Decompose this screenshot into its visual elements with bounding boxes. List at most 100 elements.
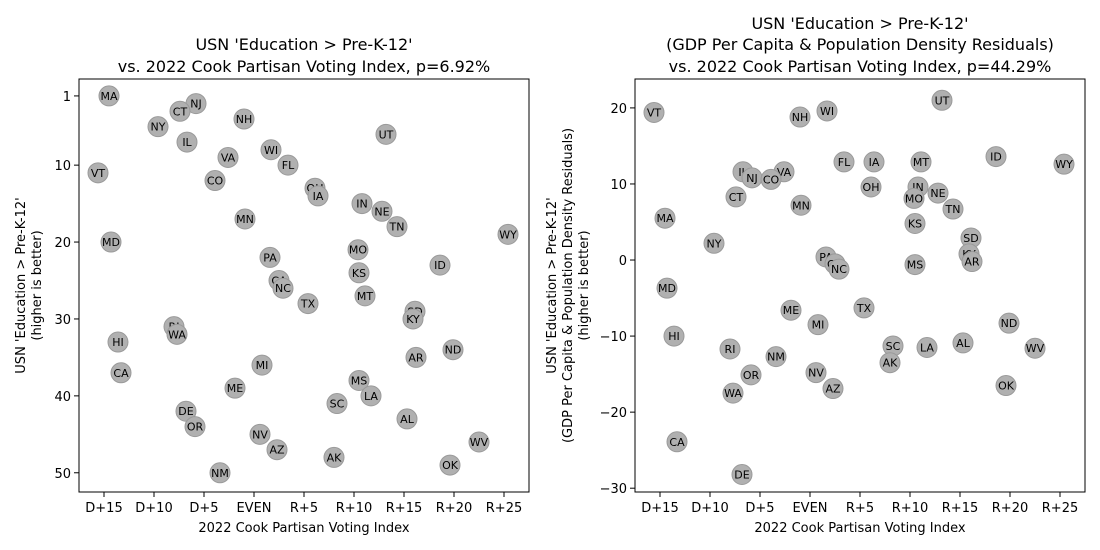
data-point-marker bbox=[666, 431, 688, 453]
data-point-label: NC bbox=[831, 263, 847, 276]
x-tick-label: D+5 bbox=[745, 501, 774, 516]
y-tick-label: 20 bbox=[54, 236, 71, 251]
data-point-label: CO bbox=[207, 175, 224, 188]
data-point-label: MO bbox=[905, 192, 923, 205]
data-point-marker bbox=[952, 332, 974, 354]
data-point-label: NH bbox=[792, 111, 809, 124]
data-point-marker bbox=[904, 254, 926, 276]
data-point-marker bbox=[371, 200, 393, 222]
data-point: ID bbox=[429, 254, 451, 276]
data-point: IN bbox=[351, 193, 373, 215]
data-point-label: MD bbox=[658, 282, 676, 295]
data-point: MS bbox=[904, 254, 926, 276]
data-point-marker bbox=[995, 375, 1017, 397]
y-axis-label: (higher is better) bbox=[30, 230, 45, 340]
data-point-marker bbox=[985, 146, 1007, 168]
data-point-label: MN bbox=[792, 199, 810, 212]
data-point-marker bbox=[348, 262, 370, 284]
data-point-marker bbox=[375, 123, 397, 145]
data-point-marker bbox=[961, 251, 983, 273]
data-point: SC bbox=[882, 335, 904, 357]
data-point: DE bbox=[731, 464, 753, 486]
data-point-marker bbox=[107, 331, 129, 353]
data-point: NC bbox=[828, 258, 850, 280]
data-point-label: WI bbox=[264, 144, 278, 157]
data-point-label: OR bbox=[187, 421, 204, 434]
data-point-label: ND bbox=[1001, 317, 1018, 330]
data-point-label: IL bbox=[182, 136, 192, 149]
data-point-label: TX bbox=[300, 298, 316, 311]
data-point-label: NC bbox=[275, 282, 291, 295]
data-point-marker bbox=[100, 231, 122, 253]
data-point-label: LA bbox=[364, 390, 378, 403]
data-point-label: FL bbox=[282, 159, 295, 172]
data-point-label: NE bbox=[374, 205, 389, 218]
data-point: OR bbox=[184, 416, 206, 438]
data-point: PA bbox=[259, 246, 281, 268]
data-point: WY bbox=[497, 223, 519, 245]
data-point-marker bbox=[904, 213, 926, 235]
data-point-marker bbox=[272, 277, 294, 299]
data-point: CT bbox=[725, 186, 747, 208]
data-point-marker bbox=[266, 439, 288, 461]
data-point-label: DE bbox=[178, 405, 193, 418]
data-point-label: NY bbox=[151, 121, 166, 134]
x-tick-label: EVEN bbox=[236, 501, 271, 516]
data-point-marker bbox=[879, 352, 901, 374]
data-point: TX bbox=[853, 297, 875, 319]
data-point: MT bbox=[354, 285, 376, 307]
data-point-marker bbox=[731, 464, 753, 486]
data-point: MD bbox=[100, 231, 122, 253]
data-point: MO bbox=[347, 239, 369, 261]
data-point-marker bbox=[402, 308, 424, 330]
data-point: HI bbox=[107, 331, 129, 353]
y-axis-label: USN 'Education > Pre-K-12' bbox=[14, 197, 29, 373]
data-point: CA bbox=[666, 431, 688, 453]
data-point: CT bbox=[169, 100, 191, 122]
data-point-label: VA bbox=[221, 151, 236, 164]
data-point: NC bbox=[272, 277, 294, 299]
data-point-label: MT bbox=[913, 156, 929, 169]
data-point: AL bbox=[396, 408, 418, 430]
data-point-marker bbox=[217, 146, 239, 168]
data-point-label: CO bbox=[763, 173, 780, 186]
data-point-label: NY bbox=[707, 237, 722, 250]
data-point: RI bbox=[719, 338, 741, 360]
y-tick-label: 10 bbox=[54, 159, 71, 174]
x-tick-label: R+15 bbox=[942, 501, 978, 516]
data-point: AR bbox=[405, 346, 427, 368]
data-point-marker bbox=[765, 346, 787, 368]
x-tick-label: R+25 bbox=[486, 501, 522, 516]
data-point-marker bbox=[468, 431, 490, 453]
data-point: OR bbox=[740, 364, 762, 386]
data-point-marker bbox=[942, 198, 964, 220]
y-tick-label: 40 bbox=[54, 390, 71, 405]
data-point-marker bbox=[87, 162, 109, 184]
x-tick-label: D+15 bbox=[85, 501, 122, 516]
data-point: OH bbox=[860, 176, 882, 198]
data-point-marker bbox=[916, 336, 938, 358]
data-point-label: RI bbox=[725, 343, 736, 356]
data-point: NY bbox=[703, 232, 725, 254]
data-point-label: TN bbox=[945, 203, 961, 216]
data-point: NJ bbox=[741, 167, 763, 189]
data-point-label: AZ bbox=[269, 444, 285, 457]
data-point-label: AK bbox=[327, 451, 343, 464]
data-point-marker bbox=[251, 354, 273, 376]
data-point-marker bbox=[360, 385, 382, 407]
data-point-label: OK bbox=[998, 380, 1015, 393]
data-point-marker bbox=[429, 254, 451, 276]
data-point-label: ND bbox=[445, 344, 462, 357]
data-point-marker bbox=[209, 462, 231, 484]
data-point: NV bbox=[249, 423, 271, 445]
data-point-marker bbox=[740, 364, 762, 386]
data-point-label: AK bbox=[883, 357, 899, 370]
data-point-marker bbox=[396, 408, 418, 430]
data-point: MA bbox=[98, 85, 120, 107]
data-point: MT bbox=[910, 151, 932, 173]
data-point-marker bbox=[719, 338, 741, 360]
data-point-label: CA bbox=[669, 436, 685, 449]
data-point: NM bbox=[765, 346, 787, 368]
data-point-label: NJ bbox=[190, 98, 201, 111]
data-point: NH bbox=[789, 106, 811, 128]
